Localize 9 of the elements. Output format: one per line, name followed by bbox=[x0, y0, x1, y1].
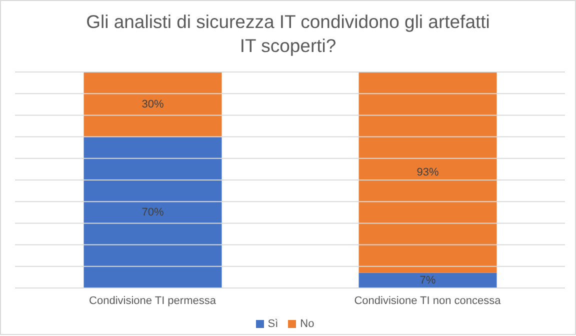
data-label: 7% bbox=[420, 274, 436, 286]
data-label: 70% bbox=[142, 206, 164, 218]
data-label: 93% bbox=[416, 166, 439, 178]
x-tick-label: Condivisione TI non concessa bbox=[354, 294, 502, 307]
data-label: 30% bbox=[142, 98, 164, 110]
legend-label: No bbox=[300, 318, 314, 330]
chart-title: Gli analisti di sicurezza IT condividono gli artefatti IT scoperti? bbox=[85, 10, 491, 58]
x-tick-label: Condivisione TI permessa bbox=[89, 294, 217, 307]
legend-label: Sì bbox=[268, 318, 278, 330]
